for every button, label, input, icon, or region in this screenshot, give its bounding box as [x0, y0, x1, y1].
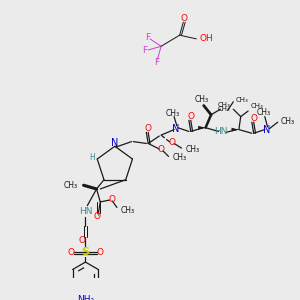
Polygon shape	[198, 126, 206, 130]
Text: O: O	[93, 212, 100, 221]
Text: S: S	[82, 247, 89, 257]
Text: O: O	[145, 124, 152, 133]
Text: O: O	[67, 248, 74, 257]
Text: F: F	[145, 32, 150, 41]
Text: CH₃: CH₃	[218, 102, 230, 108]
Text: OH: OH	[200, 34, 214, 43]
Text: F: F	[142, 46, 147, 56]
Polygon shape	[232, 128, 239, 131]
Text: CH₂: CH₂	[218, 106, 230, 112]
Text: CH₃: CH₃	[166, 109, 180, 118]
Text: CH₃: CH₃	[172, 153, 186, 162]
Text: N: N	[263, 124, 270, 135]
Text: NH₂: NH₂	[77, 295, 94, 300]
Text: O: O	[187, 112, 194, 121]
Text: H: H	[90, 153, 95, 162]
Text: CH₃: CH₃	[236, 97, 249, 103]
Text: CH₃: CH₃	[64, 181, 78, 190]
Text: CH₃: CH₃	[195, 95, 209, 104]
Text: CH₃: CH₃	[257, 108, 271, 117]
Text: O: O	[169, 138, 176, 147]
Text: HN: HN	[79, 207, 92, 216]
Text: O: O	[109, 195, 116, 204]
Text: O: O	[78, 236, 85, 245]
Text: O: O	[250, 114, 257, 123]
Text: CH₃: CH₃	[251, 103, 264, 109]
Text: HN: HN	[214, 127, 228, 136]
Text: O: O	[158, 145, 165, 154]
Text: F: F	[154, 58, 159, 68]
Text: O: O	[181, 14, 188, 23]
Text: N: N	[172, 124, 180, 134]
Text: CH₃: CH₃	[121, 206, 135, 215]
Text: CH₃: CH₃	[185, 146, 199, 154]
Text: CH₃: CH₃	[280, 117, 295, 126]
Text: O: O	[97, 248, 104, 257]
Text: N: N	[111, 139, 118, 148]
